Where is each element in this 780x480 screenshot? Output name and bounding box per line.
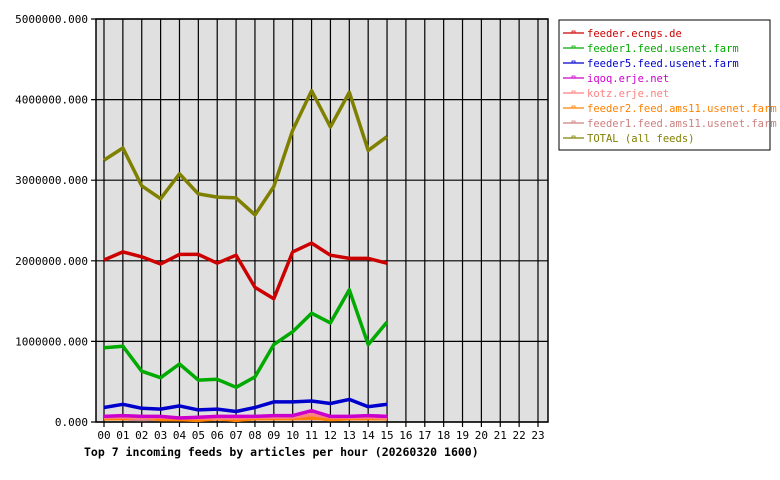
- legend-item: feeder.ecngs.de: [587, 28, 682, 40]
- legend-item: kotz.erje.net: [587, 88, 669, 100]
- plot-area: [96, 19, 548, 422]
- series-lines: [103, 88, 389, 423]
- legend-marker-icon: [571, 105, 576, 109]
- x-tick-label: 14: [362, 429, 376, 442]
- x-tick-label: 22: [513, 429, 526, 442]
- legend-item: feeder1.feed.usenet.farm: [587, 43, 739, 55]
- x-tick-label: 20: [475, 429, 488, 442]
- chart-title: Top 7 incoming feeds by articles per hou…: [84, 445, 479, 459]
- y-tick-label: 3000000.000: [15, 174, 88, 187]
- x-tick-label: 16: [399, 429, 412, 442]
- x-tick-label: 17: [418, 429, 431, 442]
- x-axis-ticks: 00 01 02 03 04 05 06 07 08 09 10 11 12 13 14 15 16 17 18 19…: [97, 429, 544, 442]
- x-tick-label: 15: [380, 429, 393, 442]
- legend-marker-icon: [571, 75, 576, 79]
- series-line: [103, 408, 388, 420]
- legend-item: iqoq.erje.net: [587, 73, 669, 85]
- y-tick-label: 2000000.000: [15, 255, 88, 268]
- x-tick-label: 23: [531, 429, 544, 442]
- legend-item: TOTAL (all feeds): [587, 133, 694, 145]
- legend-item: feeder2.feed.ams11.usenet.farm: [587, 103, 777, 115]
- y-tick-label: 0.000: [55, 416, 88, 429]
- legend-marker-icon: [571, 135, 576, 139]
- legend-marker-icon: [571, 30, 576, 34]
- series-line: [103, 397, 388, 414]
- x-tick-label: 05: [192, 429, 205, 442]
- series-line: [103, 288, 389, 390]
- x-tick-label: 19: [456, 429, 469, 442]
- x-tick-label: 08: [248, 429, 261, 442]
- x-tick-label: 11: [305, 429, 318, 442]
- y-tick-label: 4000000.000: [15, 94, 88, 107]
- x-tick-label: 12: [324, 429, 337, 442]
- legend-item: feeder5.feed.usenet.farm: [587, 58, 739, 70]
- grid-lines: [91, 18, 549, 427]
- x-tick-label: 04: [173, 429, 187, 442]
- legend-item: feeder1.feed.ams11.usenet.farm: [587, 118, 777, 130]
- x-tick-label: 21: [494, 429, 507, 442]
- series-line: [103, 88, 389, 217]
- legend-marker-icon: [571, 60, 576, 64]
- x-tick-label: 00: [97, 429, 110, 442]
- y-tick-label: 5000000.000: [15, 13, 88, 26]
- legend-marker-icon: [571, 45, 576, 49]
- x-tick-label: 06: [211, 429, 224, 442]
- legend-marker-icon: [571, 90, 576, 94]
- x-tick-label: 07: [229, 429, 242, 442]
- x-tick-label: 03: [154, 429, 167, 442]
- x-tick-label: 13: [343, 429, 356, 442]
- x-tick-label: 09: [267, 429, 280, 442]
- x-tick-label: 18: [437, 429, 450, 442]
- x-tick-label: 01: [116, 429, 129, 442]
- x-tick-label: 02: [135, 429, 148, 442]
- legend-marker-icon: [571, 120, 576, 124]
- y-tick-label: 1000000.000: [15, 335, 88, 348]
- y-axis-ticks: 0.000 1000000.000 2000000.000 3000000.000 40…: [15, 13, 88, 429]
- series-line: [103, 241, 388, 301]
- legend-box: [558, 19, 771, 151]
- x-tick-label: 10: [286, 429, 299, 442]
- legend: feeder.ecngs.de feeder1.feed.usenet.farm f…: [558, 19, 777, 151]
